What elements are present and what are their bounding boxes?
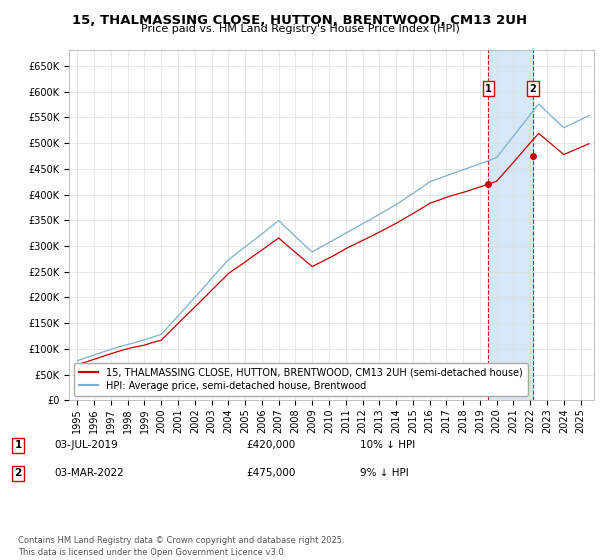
Legend: 15, THALMASSING CLOSE, HUTTON, BRENTWOOD, CM13 2UH (semi-detached house), HPI: A: 15, THALMASSING CLOSE, HUTTON, BRENTWOOD… xyxy=(74,363,527,395)
Text: 03-JUL-2019: 03-JUL-2019 xyxy=(54,440,118,450)
Bar xyxy=(488,50,533,400)
Text: Contains HM Land Registry data © Crown copyright and database right 2025.
This d: Contains HM Land Registry data © Crown c… xyxy=(18,536,344,557)
Text: 2: 2 xyxy=(14,468,22,478)
Text: 15, THALMASSING CLOSE, HUTTON, BRENTWOOD, CM13 2UH: 15, THALMASSING CLOSE, HUTTON, BRENTWOOD… xyxy=(73,14,527,27)
Text: 03-MAR-2022: 03-MAR-2022 xyxy=(54,468,124,478)
Text: 1: 1 xyxy=(485,84,492,94)
Text: 9% ↓ HPI: 9% ↓ HPI xyxy=(360,468,409,478)
Text: 10% ↓ HPI: 10% ↓ HPI xyxy=(360,440,415,450)
Text: 2: 2 xyxy=(530,84,536,94)
Text: £475,000: £475,000 xyxy=(246,468,295,478)
Text: £420,000: £420,000 xyxy=(246,440,295,450)
Text: Price paid vs. HM Land Registry's House Price Index (HPI): Price paid vs. HM Land Registry's House … xyxy=(140,24,460,34)
Text: 1: 1 xyxy=(14,440,22,450)
